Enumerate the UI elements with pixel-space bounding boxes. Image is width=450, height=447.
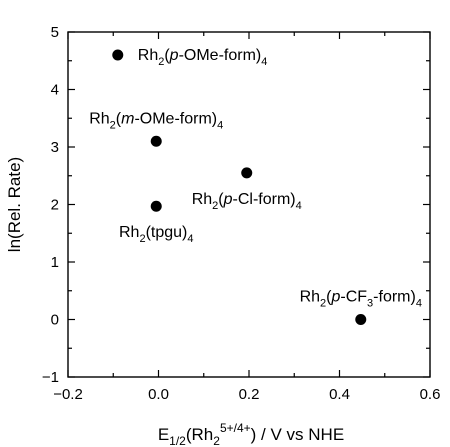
axis-titles: E1/2(Rh25+/4+) / V vs NHE ln(Rel. Rate)	[5, 157, 344, 447]
y-tick-label: 0	[51, 312, 59, 329]
x-tick-label: −0.2	[53, 386, 83, 403]
point-label: Rh2(m-OMe-form)4	[89, 110, 223, 131]
point-label: Rh2(tpgu)4	[119, 224, 194, 245]
point-label: Rh2(p-CF3-form)4	[300, 289, 422, 310]
y-tick-label: 4	[51, 82, 59, 99]
y-axis-title: ln(Rel. Rate)	[5, 157, 24, 252]
point-label: Rh2(p-Cl-form)4	[192, 191, 302, 212]
point-label: Rh2(p-OMe-form)4	[138, 47, 268, 68]
x-tick-label: 0.0	[148, 386, 169, 403]
y-tick-label: 1	[51, 254, 59, 271]
y-tick-label: 3	[51, 139, 59, 156]
data-point	[355, 314, 367, 325]
axes: −0.2 0.0 0.2 0.4 0.6 −1 0 1 2 3 4 5	[42, 24, 441, 403]
data-point	[112, 49, 124, 61]
y-tick-label: 5	[51, 24, 59, 41]
x-tick-label: 0.4	[329, 386, 350, 403]
data-points: Rh2(p-OMe-form)4 Rh2(m-OMe-form)4 Rh2(p-Cl…	[89, 47, 422, 325]
data-point	[150, 135, 162, 147]
y-tick-label: −1	[42, 369, 59, 386]
x-tick-label: 0.2	[239, 386, 260, 403]
data-point	[150, 200, 162, 212]
data-point	[241, 167, 253, 179]
x-axis-title: E1/2(Rh25+/4+) / V vs NHE	[158, 421, 344, 447]
x-tick-label: 0.6	[420, 386, 441, 403]
y-tick-label: 2	[51, 197, 59, 214]
